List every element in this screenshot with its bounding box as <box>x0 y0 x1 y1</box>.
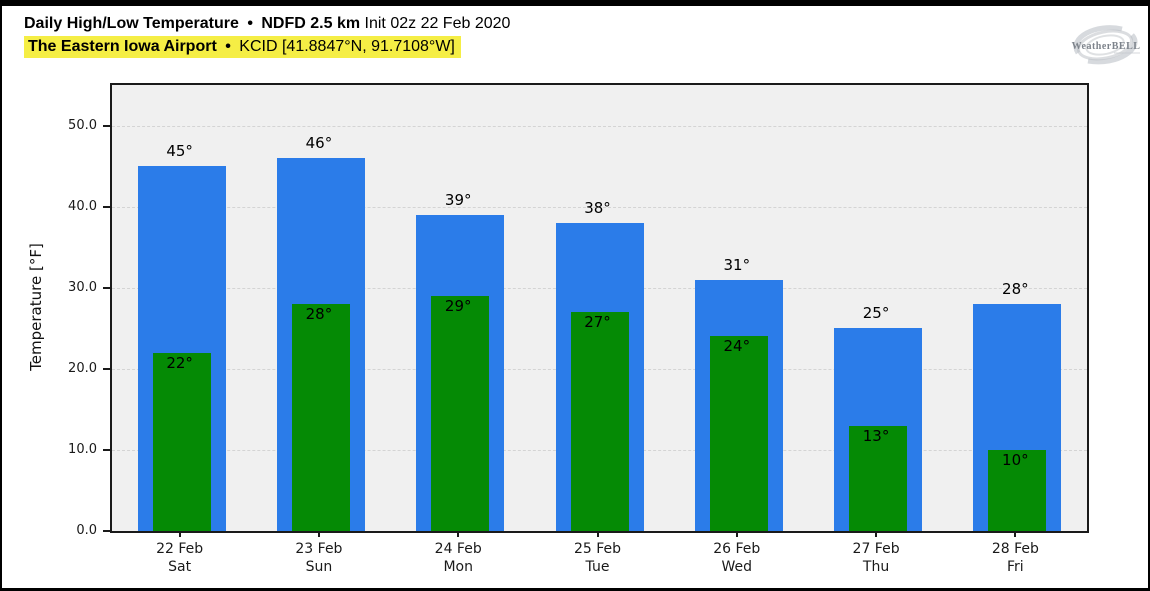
high-value-label: 25° <box>862 304 890 323</box>
x-tick-label: 24 Feb Mon <box>403 540 513 576</box>
title-separator-dot: • <box>247 15 253 32</box>
weatherbell-logo: WeatherBELL <box>1062 20 1148 70</box>
x-tick-date: 27 Feb <box>852 541 900 557</box>
low-value-label: 10° <box>1002 450 1029 469</box>
x-tick-mark <box>1014 531 1017 537</box>
model-name: NDFD 2.5 km <box>261 15 361 32</box>
weatherbell-swirl-icon: WeatherBELL <box>1072 25 1141 65</box>
logo-text: WeatherBELL <box>1072 41 1141 52</box>
grid-line <box>112 206 1087 208</box>
y-axis-title: Temperature [°F] <box>27 243 45 371</box>
low-bar <box>988 449 1047 531</box>
header: Daily High/Low Temperature • NDFD 2.5 km… <box>24 13 510 58</box>
x-tick-mark <box>596 531 599 537</box>
x-tick-day: Wed <box>721 559 753 575</box>
init-time: Init 02z 22 Feb 2020 <box>364 15 511 32</box>
x-tick-mark <box>457 531 460 537</box>
low-value-label: 24° <box>723 337 751 356</box>
low-bar <box>291 303 350 531</box>
high-value-label: 39° <box>444 190 472 209</box>
high-value-label: 31° <box>723 255 751 274</box>
low-bar <box>709 336 768 531</box>
low-value-label: 28° <box>305 304 333 323</box>
low-bar <box>431 295 490 531</box>
low-value-label: 22° <box>166 353 193 372</box>
x-tick-day: Sun <box>305 559 333 575</box>
x-tick-label: 23 Feb Sun <box>264 540 374 576</box>
low-value-label: 13° <box>862 426 890 445</box>
x-tick-date: 26 Feb <box>713 541 761 557</box>
y-tick-label: 0.0 <box>76 523 97 538</box>
low-value-label: 29° <box>444 296 472 315</box>
y-tick-label: 50.0 <box>68 117 97 133</box>
x-tick-label: 25 Feb Tue <box>543 540 653 576</box>
high-value-label: 45° <box>166 142 193 161</box>
x-tick-date: 28 Feb <box>991 541 1039 557</box>
location-highlight: The Eastern Iowa Airport • KCID [41.8847… <box>24 36 461 58</box>
low-bar <box>152 352 211 531</box>
title-line: Daily High/Low Temperature • NDFD 2.5 km… <box>24 13 510 34</box>
x-tick-label: 22 Feb Sat <box>125 540 235 576</box>
x-tick-label: 28 Feb Fri <box>960 540 1070 576</box>
y-tick-label: 40.0 <box>68 198 97 214</box>
x-tick-mark <box>178 531 181 537</box>
x-tick-day: Fri <box>1007 559 1024 575</box>
x-tick-day: Mon <box>443 559 473 575</box>
station-coordinates: KCID [41.8847°N, 91.7108°W] <box>239 38 455 55</box>
x-tick-date: 22 Feb <box>156 541 204 557</box>
subtitle-separator-dot: • <box>225 38 231 55</box>
low-value-label: 27° <box>584 313 611 332</box>
x-tick-day: Sat <box>168 559 192 575</box>
y-tick-mark <box>103 448 110 451</box>
x-tick-date: 24 Feb <box>434 541 482 557</box>
x-tick-mark <box>317 531 320 537</box>
plot-area <box>110 83 1089 533</box>
x-tick-mark <box>735 531 738 537</box>
high-value-label: 38° <box>584 198 611 217</box>
grid-line <box>112 125 1087 127</box>
location-name: The Eastern Iowa Airport <box>28 38 217 55</box>
x-tick-date: 25 Feb <box>573 541 622 557</box>
x-tick-day: Tue <box>585 559 610 575</box>
chart-title: Daily High/Low Temperature <box>24 15 239 32</box>
high-value-label: 28° <box>1002 279 1029 298</box>
subtitle-line: The Eastern Iowa Airport • KCID [41.8847… <box>24 36 510 58</box>
low-bar <box>570 312 629 531</box>
y-tick-mark <box>103 367 110 370</box>
x-tick-mark <box>875 531 878 537</box>
high-value-label: 46° <box>305 133 333 152</box>
y-tick-label: 20.0 <box>68 360 97 376</box>
y-tick-mark <box>103 124 110 127</box>
y-tick-mark <box>103 286 110 289</box>
x-tick-day: Thu <box>862 559 890 575</box>
y-tick-mark <box>103 205 110 208</box>
y-tick-label: 30.0 <box>68 279 97 295</box>
x-tick-date: 23 Feb <box>295 541 343 557</box>
y-tick-label: 10.0 <box>68 441 97 457</box>
x-tick-label: 26 Feb Wed <box>682 540 792 576</box>
low-bar <box>849 425 908 531</box>
y-tick-mark <box>103 530 110 532</box>
x-tick-label: 27 Feb Thu <box>821 540 931 576</box>
